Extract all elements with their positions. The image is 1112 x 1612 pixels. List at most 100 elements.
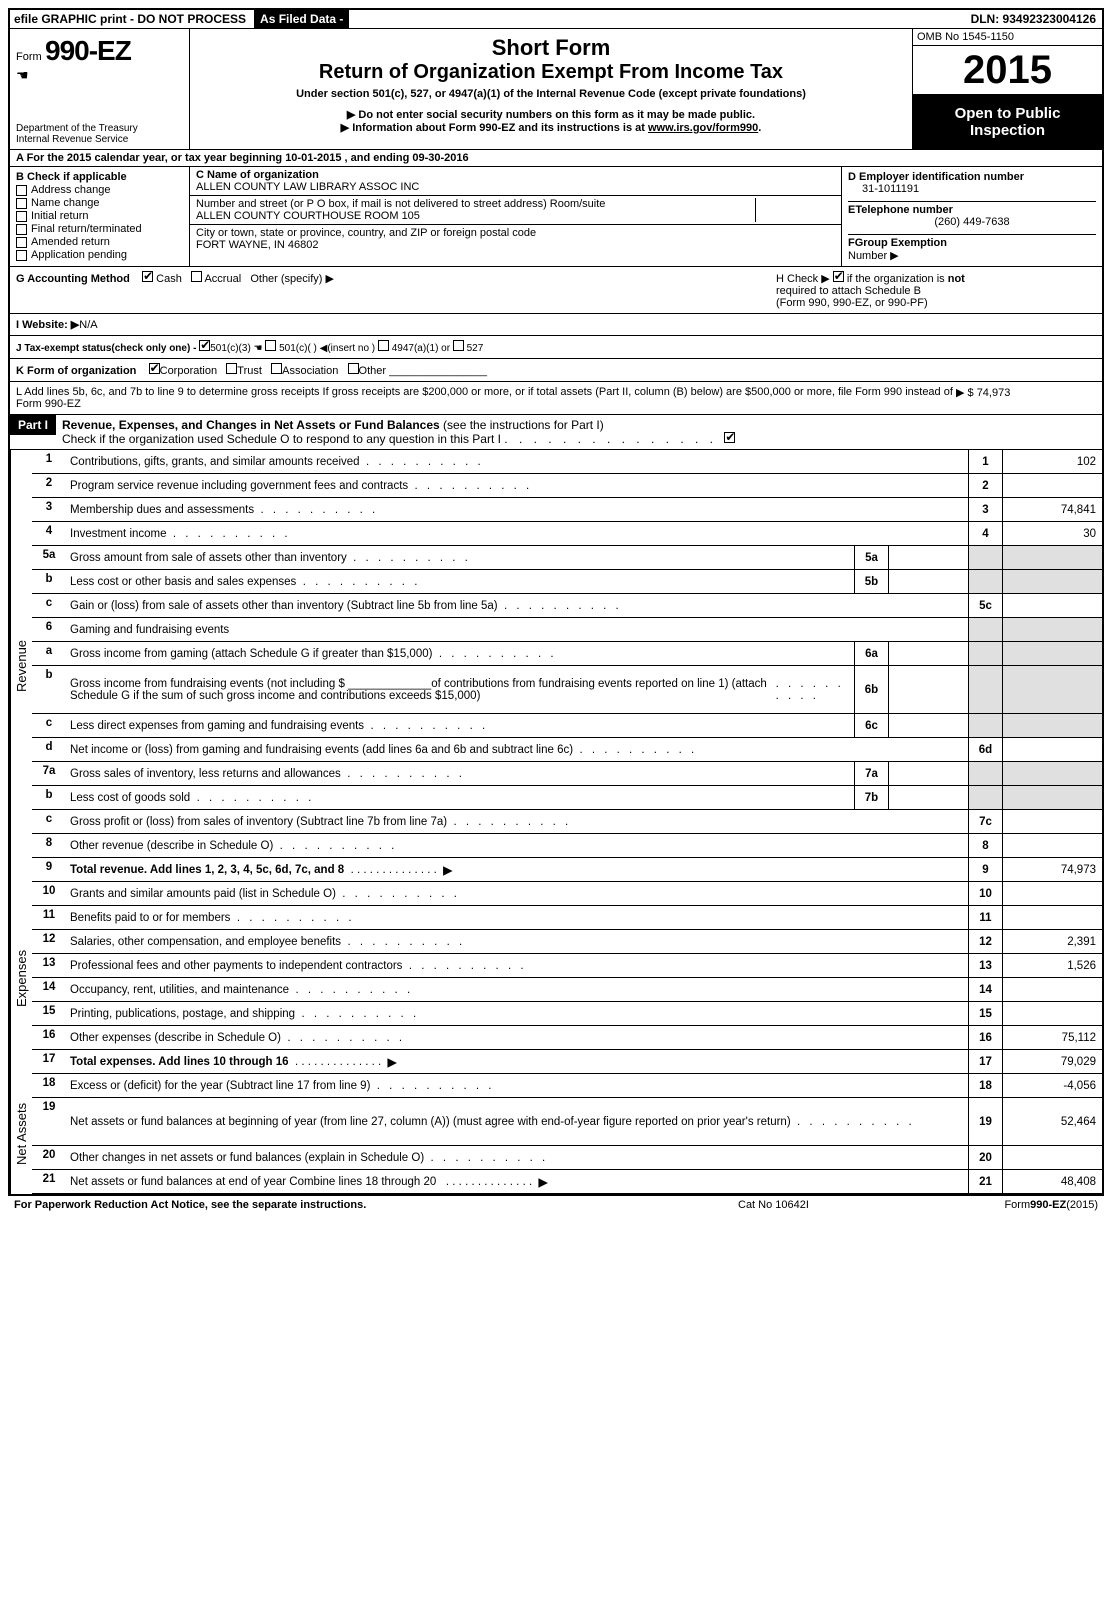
as-filed-box: As Filed Data - (254, 10, 349, 28)
value-9: 74,973 (1002, 858, 1102, 881)
schedule-o-checkbox[interactable] (724, 432, 735, 443)
checkbox[interactable] (16, 185, 27, 196)
value-19: 52,464 (1002, 1098, 1102, 1145)
line-11: 11Benefits paid to or for members . . . … (32, 906, 1102, 930)
value-10 (1002, 882, 1102, 905)
line-16: 16Other expenses (describe in Schedule O… (32, 1026, 1102, 1050)
value-8 (1002, 834, 1102, 857)
header-left: Form 990-EZ ☚ Department of the Treasury… (10, 29, 190, 149)
checkbox[interactable] (16, 250, 27, 261)
line-3: 3Membership dues and assessments . . . .… (32, 498, 1102, 522)
value-c (1002, 594, 1102, 617)
col-def: D Employer identification number 31-1011… (842, 167, 1102, 266)
revenue-label: Revenue (10, 450, 32, 882)
value-20 (1002, 1146, 1102, 1169)
check-option: Address change (16, 184, 183, 196)
line-8: 8Other revenue (describe in Schedule O) … (32, 834, 1102, 858)
under-section: Under section 501(c), 527, or 4947(a)(1)… (198, 88, 904, 100)
footer-left: For Paperwork Reduction Act Notice, see … (14, 1199, 738, 1211)
accrual-checkbox[interactable] (191, 271, 202, 282)
check-option: Initial return (16, 210, 183, 222)
value-12: 2,391 (1002, 930, 1102, 953)
form-number: 990-EZ (45, 35, 131, 66)
line-17: 17Total expenses. Add lines 10 through 1… (32, 1050, 1102, 1074)
expenses-section: Expenses 10Grants and similar amounts pa… (10, 882, 1102, 1074)
j-501c3-checkbox[interactable] (199, 340, 210, 351)
line-a: aGross income from gaming (attach Schedu… (32, 642, 1102, 666)
line-13: 13Professional fees and other payments t… (32, 954, 1102, 978)
check-option: Application pending (16, 249, 183, 261)
value-3: 74,841 (1002, 498, 1102, 521)
cash-checkbox[interactable] (142, 271, 153, 282)
gross-receipts-total: ▶ $ 74,973 (956, 386, 1096, 410)
expenses-label: Expenses (10, 882, 32, 1074)
value-17: 79,029 (1002, 1050, 1102, 1073)
row-i: I Website: ▶N/A (10, 314, 1102, 336)
j-501c-checkbox[interactable] (265, 340, 276, 351)
line-c: cGross profit or (loss) from sales of in… (32, 810, 1102, 834)
k-assoc-checkbox[interactable] (271, 363, 282, 374)
line-7a: 7aGross sales of inventory, less returns… (32, 762, 1102, 786)
footer: For Paperwork Reduction Act Notice, see … (8, 1196, 1104, 1214)
line-15: 15Printing, publications, postage, and s… (32, 1002, 1102, 1026)
line-21: 21Net assets or fund balances at end of … (32, 1170, 1102, 1194)
j-527-checkbox[interactable] (453, 340, 464, 351)
value-15 (1002, 1002, 1102, 1025)
value-c (1002, 810, 1102, 833)
schedule-b-checkbox[interactable] (833, 271, 844, 282)
value-18: -4,056 (1002, 1074, 1102, 1097)
value-2 (1002, 474, 1102, 497)
tax-year: 2015 (913, 46, 1102, 95)
line-5a: 5aGross amount from sale of assets other… (32, 546, 1102, 570)
irs-link[interactable]: www.irs.gov/form990 (648, 122, 758, 134)
line-6: 6Gaming and fundraising events (32, 618, 1102, 642)
efile-label: efile GRAPHIC print - DO NOT PROCESS (10, 10, 250, 28)
checkbox[interactable] (16, 224, 27, 235)
info-line: ▶ Information about Form 990-EZ and its … (198, 121, 904, 134)
k-corp-checkbox[interactable] (149, 363, 160, 374)
line-12: 12Salaries, other compensation, and empl… (32, 930, 1102, 954)
netassets-section: Net Assets 18Excess or (deficit) for the… (10, 1074, 1102, 1194)
line-4: 4Investment income . . . . . . . . . .43… (32, 522, 1102, 546)
k-other-checkbox[interactable] (348, 363, 359, 374)
value-d (1002, 738, 1102, 761)
value-11 (1002, 906, 1102, 929)
row-j: J Tax-exempt status(check only one) - 50… (10, 336, 1102, 359)
line-a: A For the 2015 calendar year, or tax yea… (10, 150, 1102, 167)
check-option: Name change (16, 197, 183, 209)
value-4: 30 (1002, 522, 1102, 545)
open-public-box: Open to Public Inspection (913, 95, 1102, 149)
value-21: 48,408 (1002, 1170, 1102, 1193)
j-4947-checkbox[interactable] (378, 340, 389, 351)
line-20: 20Other changes in net assets or fund ba… (32, 1146, 1102, 1170)
form-container: efile GRAPHIC print - DO NOT PROCESS As … (8, 8, 1104, 1196)
col-c: C Name of organization ALLEN COUNTY LAW … (190, 167, 842, 266)
line-b: bGross income from fundraising events (n… (32, 666, 1102, 714)
website: N/A (79, 319, 97, 331)
line-d: dNet income or (loss) from gaming and fu… (32, 738, 1102, 762)
checkbox[interactable] (16, 198, 27, 209)
line-b: bLess cost or other basis and sales expe… (32, 570, 1102, 594)
line-19: 19Net assets or fund balances at beginni… (32, 1098, 1102, 1146)
checkbox[interactable] (16, 211, 27, 222)
omb-number: OMB No 1545-1150 (913, 29, 1102, 46)
row-l: L Add lines 5b, 6c, and 7b to line 9 to … (10, 382, 1102, 415)
checkbox[interactable] (16, 237, 27, 248)
col-b: B Check if applicable Address changeName… (10, 167, 190, 266)
short-form-title: Short Form (198, 35, 904, 61)
top-bar: efile GRAPHIC print - DO NOT PROCESS As … (10, 10, 1102, 29)
phone: (260) 449-7638 (848, 216, 1096, 228)
revenue-section: Revenue 1Contributions, gifts, grants, a… (10, 450, 1102, 882)
org-name: ALLEN COUNTY LAW LIBRARY ASSOC INC (196, 181, 835, 193)
header-right: OMB No 1545-1150 2015 Open to Public Ins… (912, 29, 1102, 149)
check-option: Final return/terminated (16, 223, 183, 235)
value-1: 102 (1002, 450, 1102, 473)
cat-no: Cat No 10642I (738, 1199, 938, 1211)
line-10: 10Grants and similar amounts paid (list … (32, 882, 1102, 906)
form-word: Form (16, 51, 42, 63)
line-18: 18Excess or (deficit) for the year (Subt… (32, 1074, 1102, 1098)
value-14 (1002, 978, 1102, 1001)
form-header: Form 990-EZ ☚ Department of the Treasury… (10, 29, 1102, 150)
dln: DLN: 93492323004126 (965, 10, 1102, 28)
k-trust-checkbox[interactable] (226, 363, 237, 374)
